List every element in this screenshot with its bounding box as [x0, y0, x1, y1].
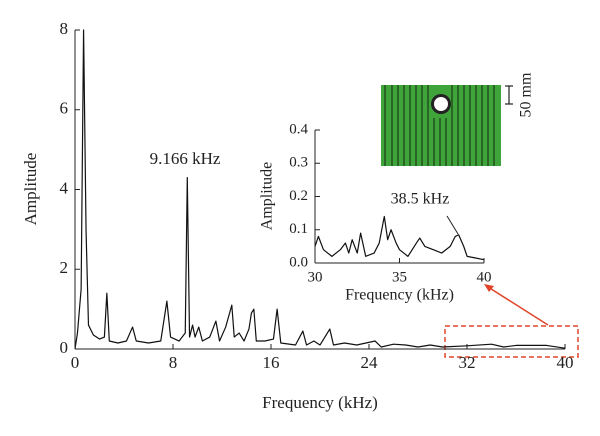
y-tick-label: 2: [60, 258, 69, 277]
y-tick-label: 6: [60, 99, 69, 118]
specimen-image: [381, 85, 513, 166]
x-tick-label: 0: [71, 353, 80, 372]
y-axis-label: Amplitude: [21, 153, 40, 226]
y-tick-label: 0.1: [289, 221, 308, 237]
annotation: 38.5 kHz: [391, 191, 450, 208]
zoom-arrow: [487, 286, 549, 326]
x-tick-label: 8: [169, 353, 178, 372]
x-tick-label: 32: [459, 353, 476, 372]
y-tick-label: 0.3: [289, 155, 308, 171]
arrow-head: [484, 284, 494, 292]
annotation: 9.166 kHz: [150, 149, 221, 168]
x-axis-label: Frequency (kHz): [345, 287, 454, 304]
x-axis-label: Frequency (kHz): [262, 393, 378, 412]
scale-label: 50 mm: [518, 72, 535, 117]
y-tick-label: 0.0: [289, 254, 308, 270]
y-tick-label: 4: [60, 178, 69, 197]
series-line: [314, 215, 485, 261]
x-tick-label: 16: [263, 353, 280, 372]
x-tick-label: 35: [392, 269, 407, 285]
y-tick-label: 0.2: [289, 188, 308, 204]
y-axis-label: Amplitude: [259, 162, 276, 230]
x-tick-label: 40: [557, 353, 574, 372]
x-tick-label: 40: [477, 269, 492, 285]
y-tick-label: 8: [60, 19, 69, 38]
x-tick-label: 30: [308, 269, 323, 285]
x-tick-label: 24: [361, 353, 379, 372]
series-line: [74, 29, 566, 350]
zoom-box: [444, 325, 579, 358]
annotation-leader: [446, 215, 459, 235]
y-tick-label: 0.4: [289, 121, 308, 137]
y-tick-label: 0: [60, 338, 69, 357]
